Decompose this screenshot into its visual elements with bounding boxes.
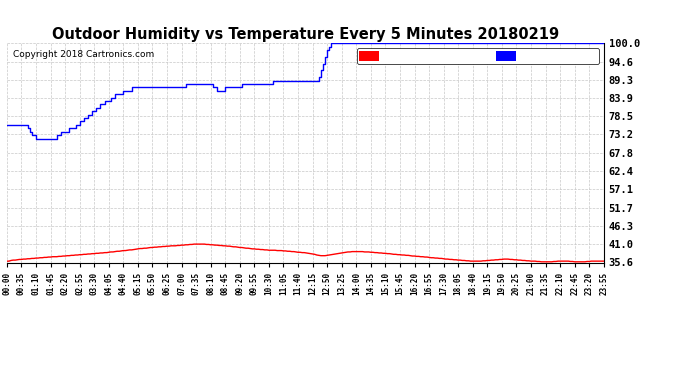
Text: Copyright 2018 Cartronics.com: Copyright 2018 Cartronics.com — [13, 50, 154, 59]
Legend: Temperature (°F), Humidity  (%): Temperature (°F), Humidity (%) — [357, 48, 599, 64]
Title: Outdoor Humidity vs Temperature Every 5 Minutes 20180219: Outdoor Humidity vs Temperature Every 5 … — [52, 27, 559, 42]
